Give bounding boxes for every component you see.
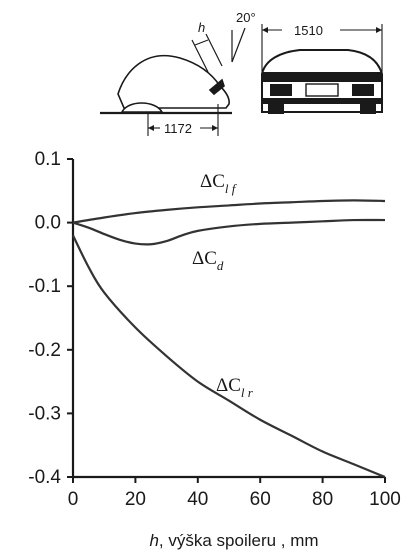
x-tick-label: 40 xyxy=(187,489,208,510)
y-tick-label: 0.0 xyxy=(35,213,61,234)
dimension-width-label: 1510 xyxy=(294,23,323,38)
dimension-angle-label: 20° xyxy=(236,10,256,25)
x-tick-label: 0 xyxy=(68,489,79,510)
car-front-view xyxy=(261,24,383,114)
y-tick-label: -0.2 xyxy=(28,340,61,361)
y-tick-label: -0.3 xyxy=(28,403,61,424)
axes xyxy=(71,159,385,479)
x-tick-label: 80 xyxy=(312,489,333,510)
series-label-lift-rear: ΔCl r xyxy=(216,375,254,400)
car-diagram xyxy=(100,24,383,136)
x-tick-label: 60 xyxy=(250,489,271,510)
dimension-h-label: h xyxy=(198,20,205,35)
chart: 0.1 0.0 -0.1 -0.2 -0.3 -0.4 0 20 40 60 80 100 xyxy=(28,149,401,510)
series-label-lift-front: ΔCl f xyxy=(200,171,238,196)
car-side-view xyxy=(100,27,246,136)
y-tick-label: -0.1 xyxy=(28,276,61,297)
x-tick-label: 20 xyxy=(125,489,146,510)
x-tick-label: 100 xyxy=(369,489,401,510)
x-axis-title: h, výška spoileru , mm xyxy=(149,531,318,550)
series-line-lift-rear xyxy=(72,234,386,479)
series-line-drag xyxy=(72,218,386,246)
series-line-lift-front xyxy=(72,199,386,224)
series-lines xyxy=(72,199,386,479)
y-axis-ticks: 0.1 0.0 -0.1 -0.2 -0.3 -0.4 xyxy=(28,149,73,488)
dimension-length-label: 1172 xyxy=(164,121,192,136)
y-tick-label: -0.4 xyxy=(28,467,61,488)
series-label-drag: ΔCd xyxy=(192,248,224,273)
x-axis-ticks: 0 20 40 60 80 100 xyxy=(68,477,401,510)
y-tick-label: 0.1 xyxy=(35,149,61,170)
